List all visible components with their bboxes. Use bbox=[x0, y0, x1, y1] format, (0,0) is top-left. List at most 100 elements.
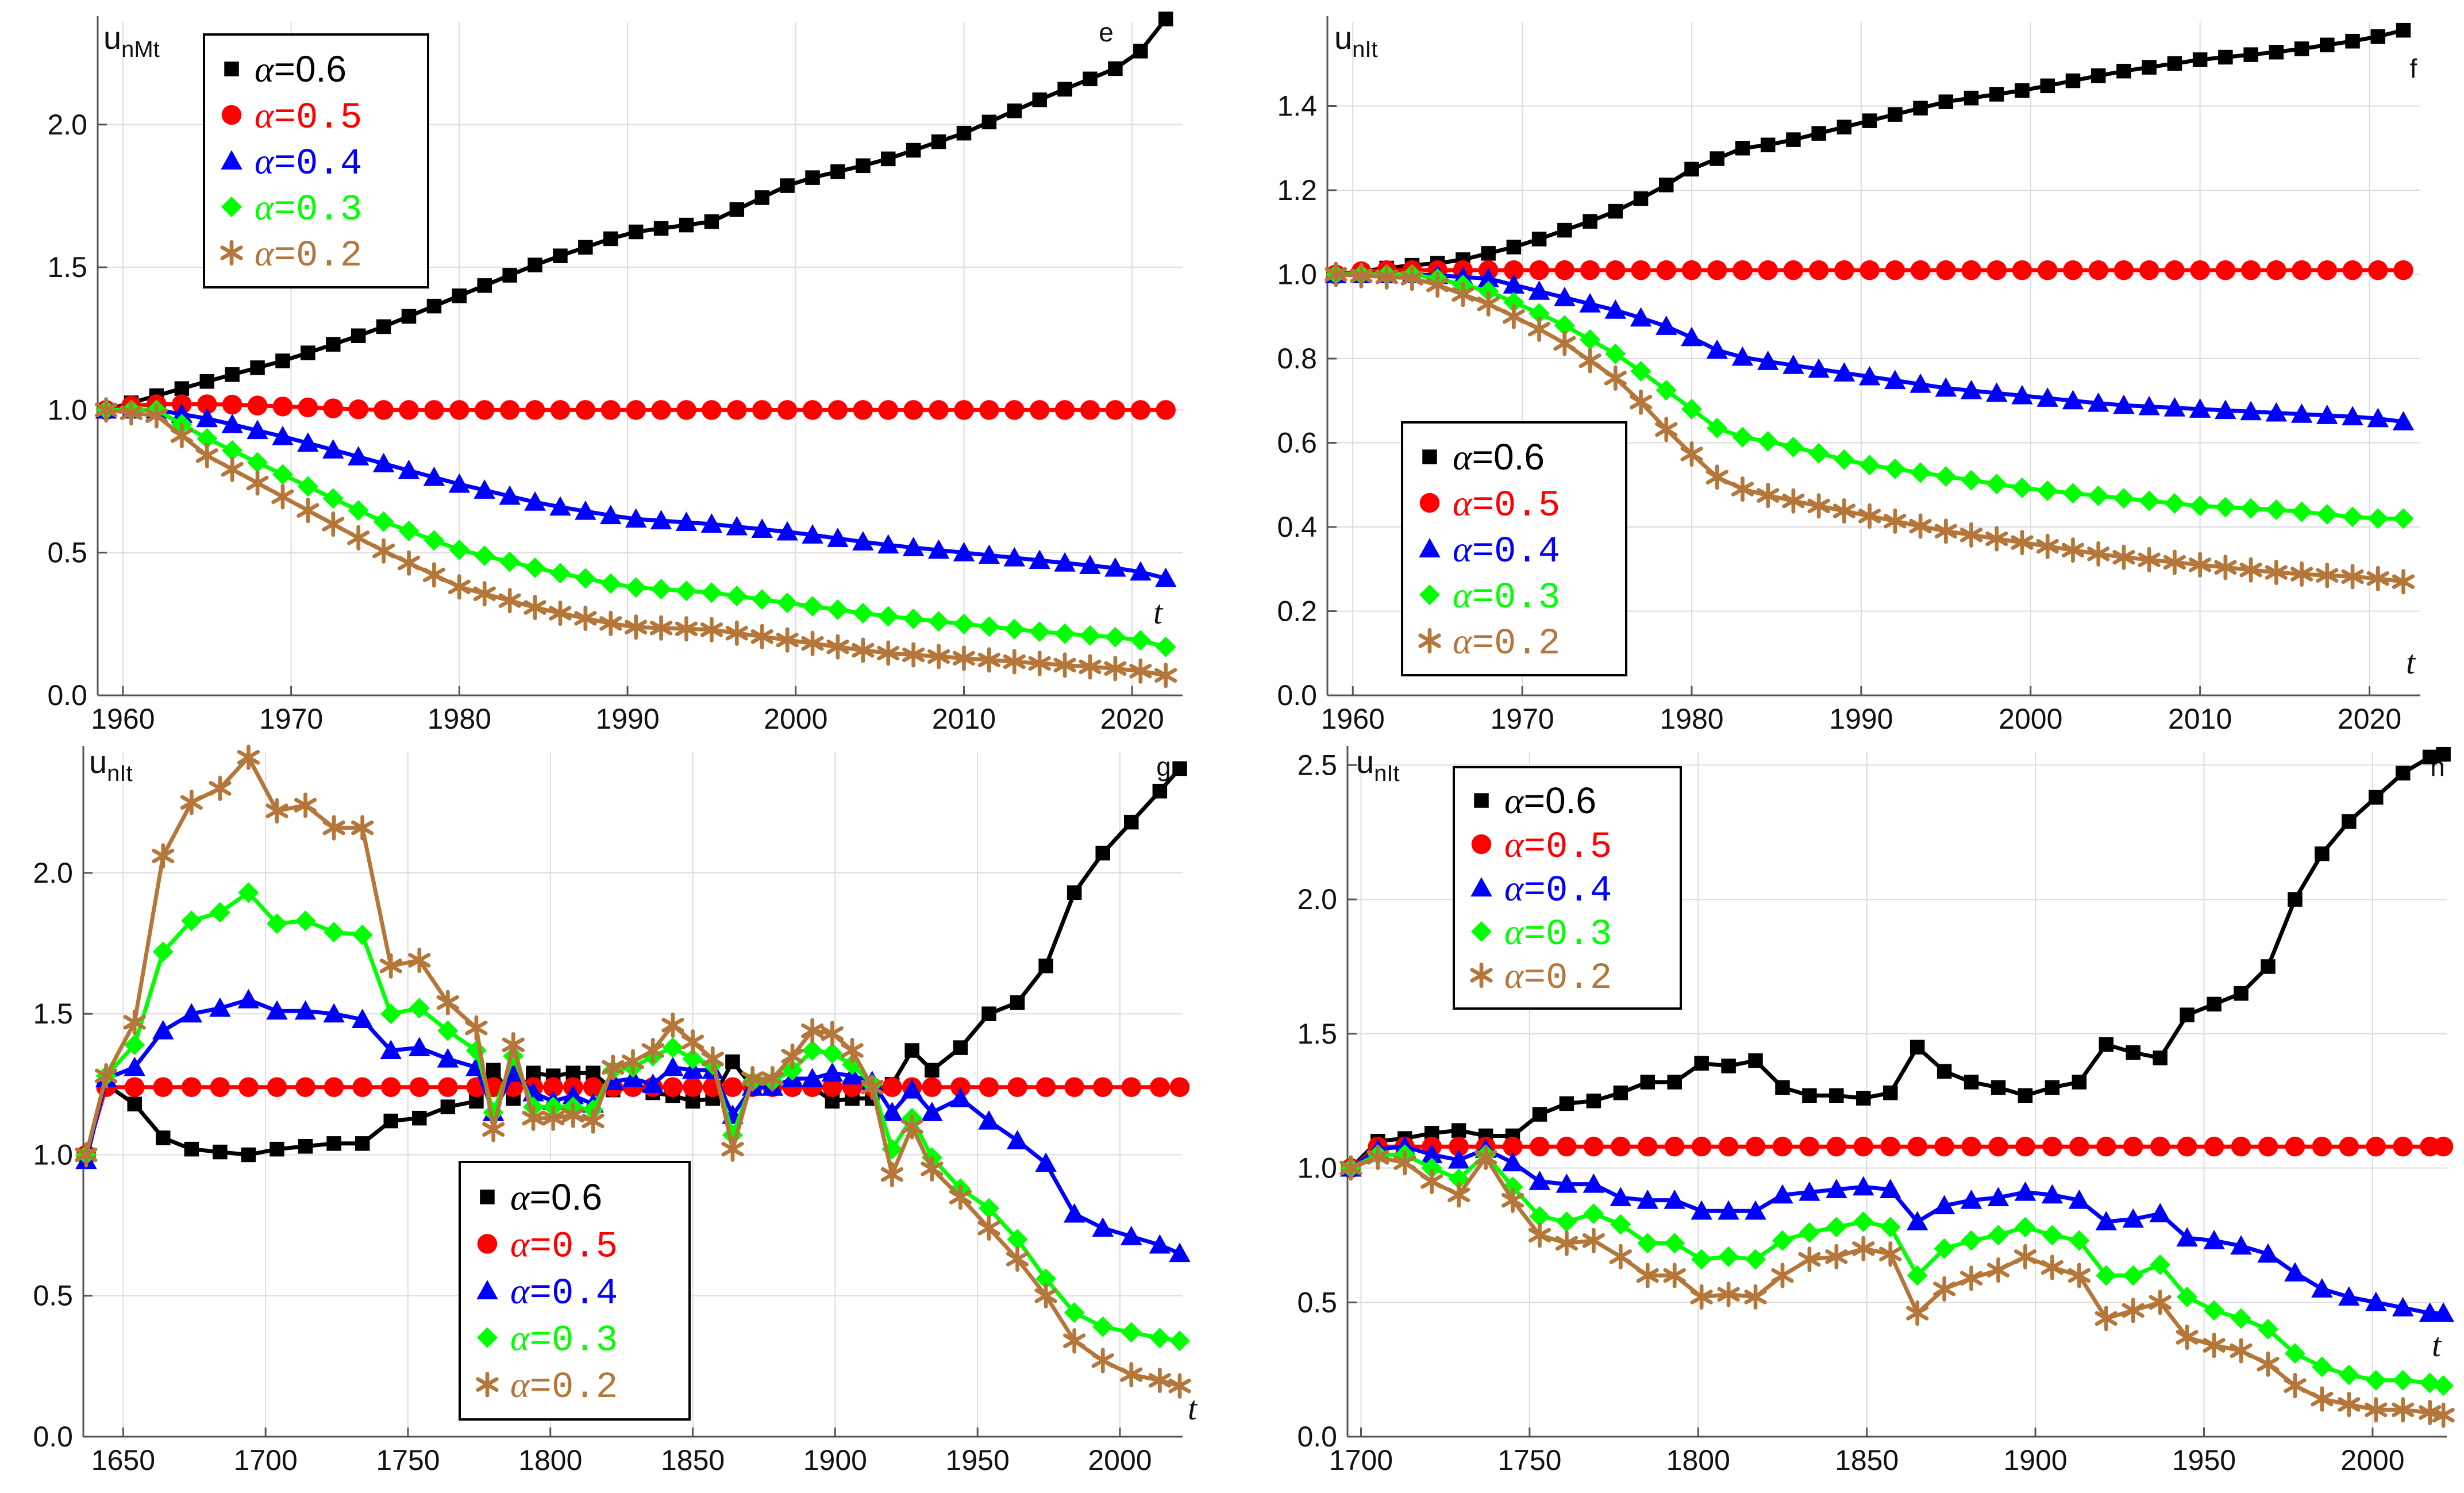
data-point bbox=[2069, 1230, 2090, 1251]
data-point bbox=[1667, 1075, 1682, 1090]
data-point bbox=[372, 453, 395, 472]
data-point bbox=[822, 1042, 843, 1064]
data-point bbox=[2396, 22, 2411, 38]
y-tick-label: 0.2 bbox=[1277, 595, 1317, 628]
data-point bbox=[221, 413, 243, 433]
data-point bbox=[124, 1077, 145, 1097]
data-point bbox=[2266, 260, 2286, 280]
data-point bbox=[1798, 1246, 1821, 1272]
data-point bbox=[437, 1048, 459, 1068]
data-point bbox=[2284, 1343, 2305, 1364]
y-tick-label: 0.5 bbox=[47, 537, 87, 569]
data-point bbox=[904, 1043, 919, 1058]
data-point bbox=[2311, 1356, 2332, 1377]
data-point bbox=[351, 815, 374, 841]
data-point bbox=[323, 1003, 345, 1023]
legend-item: α=0.2 bbox=[1418, 621, 1560, 665]
data-point bbox=[827, 599, 848, 621]
data-point bbox=[2419, 1372, 2440, 1394]
data-point bbox=[1656, 260, 1677, 280]
data-point bbox=[628, 224, 644, 240]
data-point bbox=[1858, 503, 1881, 529]
data-point bbox=[2234, 986, 2249, 1001]
data-point bbox=[123, 1009, 146, 1036]
x-tick-label: 1960 bbox=[1321, 703, 1385, 735]
data-point bbox=[2165, 260, 2185, 280]
data-point bbox=[1826, 1217, 1847, 1238]
legend-marker bbox=[1471, 921, 1492, 942]
data-point bbox=[821, 1021, 844, 1046]
legend-item: α=0.4 bbox=[476, 1271, 618, 1315]
data-point bbox=[2339, 1136, 2359, 1157]
data-point bbox=[2392, 1296, 2414, 1317]
data-point bbox=[676, 580, 697, 602]
data-point bbox=[549, 496, 571, 516]
data-point bbox=[1529, 1171, 1551, 1190]
data-point bbox=[2122, 1298, 2145, 1323]
data-point bbox=[2294, 41, 2309, 56]
data-point bbox=[486, 1063, 501, 1078]
legend: α=0.6 α=0.5α=0.4α=0.3α=0.2 bbox=[203, 33, 429, 288]
data-point bbox=[751, 518, 773, 538]
data-point bbox=[348, 500, 369, 521]
data-point bbox=[2257, 1319, 2278, 1340]
legend-marker bbox=[1422, 449, 1437, 464]
data-point bbox=[1003, 649, 1026, 675]
data-point bbox=[2338, 1364, 2359, 1386]
data-point bbox=[2042, 1136, 2062, 1157]
data-point bbox=[2116, 63, 2131, 79]
data-point bbox=[1989, 87, 2004, 102]
legend-marker bbox=[221, 197, 242, 217]
data-point bbox=[1884, 370, 1906, 390]
data-point bbox=[2243, 47, 2258, 62]
x-tick-label: 1980 bbox=[428, 703, 491, 735]
data-point bbox=[2142, 60, 2157, 75]
data-point bbox=[1172, 761, 1187, 776]
data-point bbox=[821, 1062, 844, 1082]
series-star bbox=[1325, 261, 2415, 595]
data-point bbox=[826, 634, 849, 660]
data-point bbox=[1707, 260, 1727, 280]
data-point bbox=[1504, 260, 1524, 280]
data-point bbox=[2096, 1136, 2116, 1157]
data-point bbox=[1003, 547, 1026, 567]
data-point bbox=[1782, 488, 1805, 514]
legend-item: α=0.2 bbox=[476, 1364, 618, 1409]
data-point bbox=[2290, 561, 2313, 587]
legend-item: α=0.2 bbox=[220, 233, 362, 277]
data-point bbox=[209, 902, 230, 923]
data-point bbox=[642, 1073, 664, 1093]
data-point bbox=[1029, 400, 1050, 420]
data-point bbox=[295, 910, 316, 932]
data-point bbox=[1559, 1096, 1574, 1111]
data-point bbox=[2018, 1088, 2033, 1103]
data-point bbox=[1802, 1088, 1817, 1103]
data-point bbox=[1630, 307, 1652, 327]
data-point bbox=[247, 452, 268, 473]
data-point bbox=[1079, 555, 1101, 575]
data-point bbox=[523, 594, 546, 621]
data-point bbox=[1092, 1217, 1114, 1237]
y-tick-label: 0.6 bbox=[1277, 427, 1317, 459]
data-point bbox=[275, 353, 290, 368]
y-axis-label: unMt bbox=[103, 20, 160, 62]
data-point bbox=[981, 1006, 996, 1021]
data-point bbox=[1633, 191, 1649, 206]
data-point bbox=[2163, 549, 2186, 575]
data-point bbox=[900, 1114, 923, 1140]
legend-marker bbox=[1418, 628, 1441, 654]
data-point bbox=[1744, 1284, 1767, 1310]
data-point bbox=[2192, 52, 2208, 67]
data-point bbox=[1883, 1085, 1898, 1100]
data-point bbox=[1906, 1211, 1928, 1231]
data-point bbox=[1757, 351, 1779, 370]
legend-item: α=0.3 bbox=[221, 187, 362, 231]
data-point bbox=[621, 1049, 645, 1075]
data-point bbox=[1104, 626, 1126, 648]
data-point bbox=[374, 400, 394, 420]
data-point bbox=[322, 439, 344, 459]
data-point bbox=[906, 143, 921, 158]
data-point bbox=[901, 1079, 923, 1099]
data-point bbox=[583, 1077, 603, 1097]
data-point bbox=[2341, 564, 2364, 590]
